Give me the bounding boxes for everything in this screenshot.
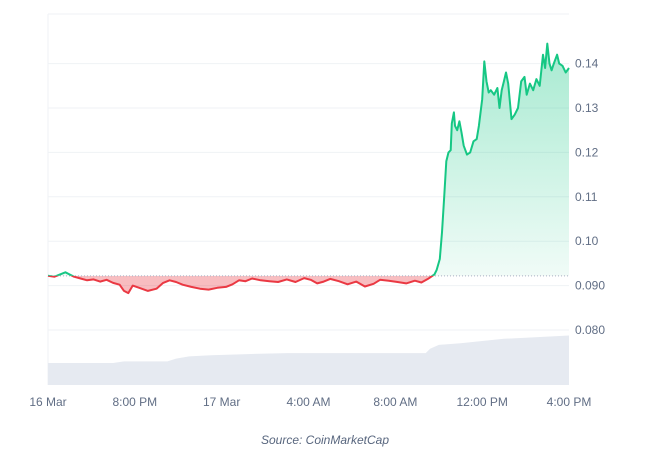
volume-bars [48, 335, 569, 385]
y-tick-label: 0.080 [575, 323, 605, 337]
x-tick-label: 17 Mar [203, 395, 240, 409]
x-tick-label: 4:00 AM [286, 395, 330, 409]
y-tick-label: 0.13 [575, 101, 599, 115]
y-tick-label: 0.12 [575, 145, 599, 159]
y-tick-label: 0.14 [575, 57, 599, 71]
price-area [48, 43, 569, 294]
x-tick-label: 16 Mar [29, 395, 66, 409]
axes: 0.080 0.090 0.10 0.11 0.12 0.13 0.14 16 Mar 8:00… [29, 57, 605, 409]
price-line-down [47, 275, 435, 295]
x-tick-label: 8:00 AM [373, 395, 417, 409]
y-tick-label: 0.10 [575, 234, 599, 248]
price-line-up [47, 42, 570, 276]
x-tick-label: 8:00 PM [112, 395, 157, 409]
volume-area [48, 335, 569, 385]
y-tick-label: 0.090 [575, 279, 605, 293]
y-tick-label: 0.11 [575, 190, 598, 204]
price-line [47, 42, 570, 295]
source-caption: Source: CoinMarketCap [261, 433, 389, 447]
area-above-baseline [48, 43, 569, 276]
x-tick-label: 4:00 PM [547, 395, 592, 409]
x-tick-label: 12:00 PM [456, 395, 507, 409]
